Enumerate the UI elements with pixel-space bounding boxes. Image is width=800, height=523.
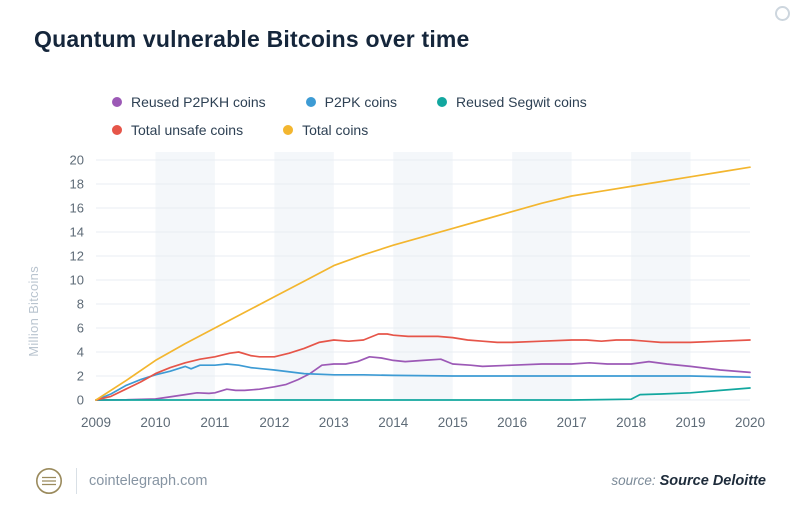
legend: Reused P2PKH coins P2PK coins Reused Seg… bbox=[112, 94, 587, 138]
legend-item-reused-p2pkh: Reused P2PKH coins bbox=[112, 94, 266, 110]
svg-text:12: 12 bbox=[70, 249, 84, 264]
svg-text:6: 6 bbox=[77, 321, 84, 336]
svg-text:2010: 2010 bbox=[140, 415, 170, 430]
svg-text:16: 16 bbox=[70, 201, 84, 216]
legend-label: Total unsafe coins bbox=[131, 122, 244, 138]
svg-text:0: 0 bbox=[77, 393, 84, 408]
svg-text:8: 8 bbox=[77, 297, 84, 312]
svg-text:2013: 2013 bbox=[319, 415, 349, 430]
source-value: Source Deloitte bbox=[659, 473, 766, 489]
svg-text:2020: 2020 bbox=[735, 415, 765, 430]
svg-text:2012: 2012 bbox=[259, 415, 289, 430]
svg-text:2011: 2011 bbox=[200, 415, 229, 430]
svg-text:14: 14 bbox=[70, 225, 84, 240]
svg-text:2009: 2009 bbox=[81, 415, 111, 430]
legend-label: Total coins bbox=[302, 122, 369, 138]
svg-text:20: 20 bbox=[70, 153, 84, 168]
svg-text:2018: 2018 bbox=[616, 415, 646, 430]
svg-text:18: 18 bbox=[70, 177, 84, 192]
legend-dot-purple bbox=[112, 97, 122, 107]
legend-item-p2pk: P2PK coins bbox=[305, 94, 398, 110]
decorative-circle-icon bbox=[775, 6, 790, 21]
legend-dot-red bbox=[112, 125, 122, 135]
legend-row: Total unsafe coins Total coins bbox=[112, 122, 587, 138]
legend-dot-yellow bbox=[283, 125, 294, 135]
svg-text:2014: 2014 bbox=[378, 415, 409, 430]
page-title: Quantum vulnerable Bitcoins over time bbox=[34, 26, 470, 52]
source-label: source: bbox=[611, 473, 656, 488]
legend-label: Reused Segwit coins bbox=[456, 94, 587, 110]
source-credit: source: Source Deloitte bbox=[611, 473, 766, 489]
svg-text:2015: 2015 bbox=[438, 415, 468, 430]
line-chart: 0 2 4 6 8 10 12 14 16 18 20 2009 2010 2011 2012 2013 201… bbox=[70, 152, 765, 430]
legend-item-total-coins: Total coins bbox=[283, 122, 368, 138]
svg-text:2016: 2016 bbox=[497, 415, 527, 430]
footer-divider bbox=[76, 468, 77, 494]
svg-text:4: 4 bbox=[77, 345, 84, 360]
svg-text:2019: 2019 bbox=[676, 415, 706, 430]
svg-text:2017: 2017 bbox=[557, 415, 587, 430]
footer: cointelegraph.com source: Source Deloitte bbox=[34, 459, 766, 503]
legend-item-total-unsafe: Total unsafe coins bbox=[112, 122, 243, 138]
coin-stack-icon bbox=[36, 468, 62, 494]
legend-dot-teal bbox=[437, 97, 448, 107]
y-axis-label: Million Bitcoins bbox=[26, 266, 41, 357]
legend-row: Reused P2PKH coins P2PK coins Reused Seg… bbox=[112, 94, 587, 110]
legend-label: P2PK coins bbox=[324, 94, 398, 110]
legend-label: Reused P2PKH coins bbox=[131, 94, 266, 110]
svg-text:10: 10 bbox=[70, 273, 84, 288]
legend-item-reused-segwit: Reused Segwit coins bbox=[437, 94, 587, 110]
legend-dot-blue bbox=[305, 97, 316, 107]
footer-branding: cointelegraph.com bbox=[34, 466, 208, 496]
svg-text:2: 2 bbox=[77, 369, 84, 384]
site-name: cointelegraph.com bbox=[89, 473, 208, 489]
chart-area: Million Bitcoins 0 2 4 6 8 10 12 14 16 18 20 2009 20… bbox=[26, 146, 774, 446]
